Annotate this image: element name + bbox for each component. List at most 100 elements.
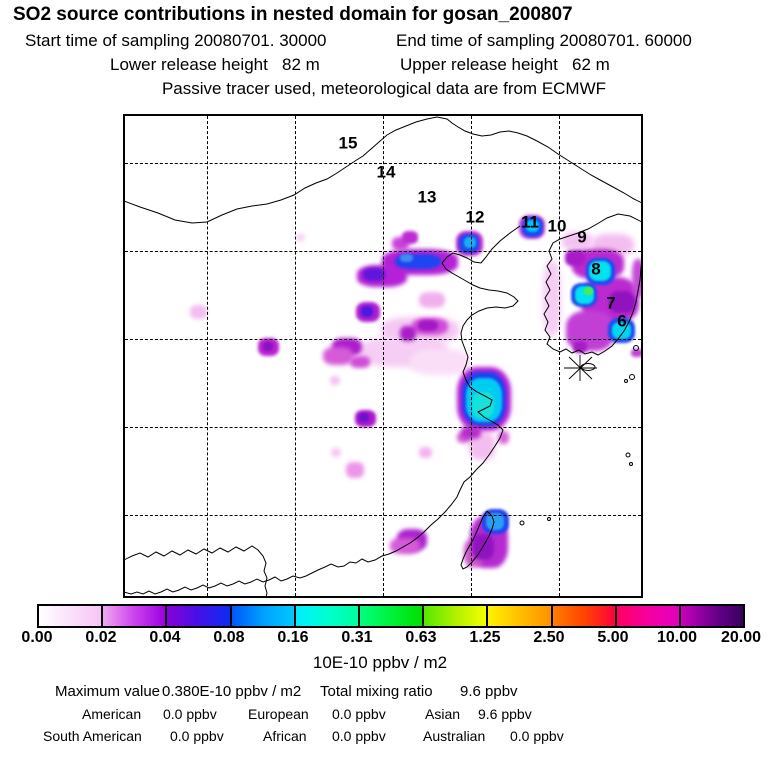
plume-cell <box>331 447 341 457</box>
colorbar-segment <box>488 606 553 626</box>
plume-cell <box>350 356 370 368</box>
plume-cell <box>497 430 509 444</box>
plume-cell <box>363 267 385 281</box>
island-outline <box>547 517 551 521</box>
region-label-11: 11 <box>521 212 539 232</box>
plume-cell <box>346 462 364 478</box>
plume-cell <box>419 292 445 308</box>
plume-cell <box>464 236 476 248</box>
stat-text: Maximum value <box>55 683 161 700</box>
colorbar-tick-label: 0.00 <box>21 629 53 646</box>
stat-text: European <box>248 706 309 722</box>
region-label-15: 15 <box>338 133 358 153</box>
plume-cell <box>323 347 353 365</box>
colorbar-tick-label: 2.50 <box>533 629 565 646</box>
colorbar-tick-label: 20.00 <box>720 629 762 646</box>
colorbar-tick-label: 0.31 <box>341 629 373 646</box>
colorbar-tick-label: 0.02 <box>85 629 117 646</box>
plume-cell <box>399 254 413 262</box>
receptor-star-icon <box>568 356 593 380</box>
colorbar-tick-label: 10.00 <box>656 629 698 646</box>
page-title: SO2 source contributions in nested domai… <box>13 4 573 25</box>
stat-text: 0.0 ppbv <box>510 728 564 744</box>
colorbar-segment <box>39 606 104 626</box>
stat-text: 9.6 ppbv <box>478 706 532 722</box>
island-outline <box>629 374 635 380</box>
island-outline <box>633 345 639 351</box>
colorbar-segment <box>167 606 232 626</box>
plume-cell <box>295 233 305 241</box>
island-outline <box>519 520 525 526</box>
colorbar-tick-label: 0.63 <box>405 629 437 646</box>
colorbar <box>37 604 745 628</box>
colorbar-tick-label: 0.16 <box>277 629 309 646</box>
region-label-14: 14 <box>376 162 396 182</box>
plume-cell <box>418 446 432 458</box>
coastline-layer <box>125 116 641 596</box>
plume-cell <box>361 305 373 317</box>
stat-text: 0.0 ppbv <box>170 728 224 744</box>
lower-release-text: Lower release height 82 m <box>110 55 320 74</box>
coastline-path <box>460 510 495 570</box>
stat-text: Total mixing ratio <box>320 683 433 700</box>
region-label-6: 6 <box>617 311 627 331</box>
coastline-path <box>125 545 268 596</box>
plume-cell <box>611 321 631 339</box>
colorbar-tick-label: 5.00 <box>597 629 629 646</box>
stat-text: African <box>263 728 307 744</box>
plume-cell <box>525 220 539 232</box>
plume-cell <box>562 232 592 250</box>
stat-text: 0.380E-10 ppbv / m2 <box>162 683 302 700</box>
plume-cell <box>609 291 635 313</box>
stat-text: Australian <box>423 728 486 744</box>
plume-cell <box>263 341 273 351</box>
plume-cell <box>410 349 470 375</box>
map-panel: 15 14 13 12 11 10 9 8 7 6 <box>123 114 643 598</box>
plume-cell <box>565 250 585 266</box>
colorbar-segment <box>103 606 168 626</box>
stat-text: South American <box>43 728 142 744</box>
coastline-path <box>125 225 521 595</box>
plume-cell <box>189 305 207 319</box>
plume-cell <box>589 261 611 281</box>
colorbar-segment <box>359 606 425 626</box>
colorbar-tick-label: 1.25 <box>469 629 501 646</box>
coastline-path <box>543 213 641 356</box>
colorbar-segment <box>424 606 489 626</box>
region-label-layer: 15 14 13 12 11 10 9 8 7 6 <box>125 116 641 596</box>
tracer-note-text: Passive tracer used, meteorological data… <box>161 79 607 98</box>
plume-cell <box>573 341 587 353</box>
colorbar-segment <box>552 606 617 626</box>
colorbar-tick-label: 0.08 <box>213 629 245 646</box>
colorbar-segment <box>616 606 681 626</box>
upper-release-text: Upper release height 62 m <box>400 55 610 74</box>
plume-cell <box>400 325 416 341</box>
plume-layer <box>125 116 641 596</box>
island-outline <box>624 379 628 383</box>
region-label-8: 8 <box>591 259 601 279</box>
end-time-text: End time of sampling 20080701. 60000 <box>396 31 692 50</box>
colorbar-units: 10E-10 ppbv / m2 <box>312 653 448 672</box>
stat-text: 9.6 ppbv <box>460 683 518 700</box>
island-outline <box>629 462 633 466</box>
plume-cell <box>359 412 369 422</box>
plume-cell <box>418 319 438 331</box>
region-label-10: 10 <box>547 216 567 236</box>
colorbar-segment <box>295 606 360 626</box>
coastline-path <box>125 116 641 224</box>
stat-text: 0.0 ppbv <box>332 706 386 722</box>
colorbar-segment <box>680 606 744 626</box>
plume-cell <box>402 230 418 244</box>
plume-cell <box>583 287 593 295</box>
region-label-12: 12 <box>465 207 485 227</box>
region-label-9: 9 <box>577 227 587 247</box>
stat-text: Asian <box>425 706 461 722</box>
plume-cell <box>632 259 641 297</box>
stat-text: American <box>82 706 142 722</box>
plume-cell <box>330 375 340 385</box>
plume-cell <box>486 512 504 530</box>
colorbar-tick-label: 0.04 <box>149 629 181 646</box>
region-label-7: 7 <box>606 293 616 313</box>
colorbar-segment <box>231 606 296 626</box>
